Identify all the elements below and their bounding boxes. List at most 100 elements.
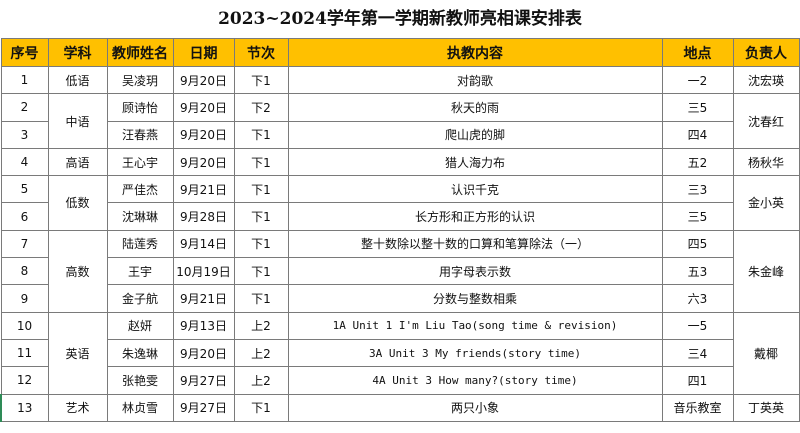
cell-location: 一2 [661,65,734,95]
cell-period: 下1 [233,120,289,149]
cell-date: 9月20日 [172,147,235,177]
cell-content: 爬山虎的脚 [287,120,663,149]
cell-owner: 沈春红 [732,93,800,149]
cell-period: 上2 [233,311,289,340]
cell-content: 猎人海力布 [287,147,663,177]
cell-period: 下1 [233,202,289,231]
cell-location: 三4 [661,338,734,368]
cell-location: 五2 [661,147,734,177]
cell-date: 9月13日 [172,311,235,340]
cell-seq: 10 [0,311,49,340]
cell-teacher: 王心宇 [106,147,174,177]
table-row: 3 汪春燕 9月20日 下1 爬山虎的脚 四4 [0,120,799,149]
cell-teacher: 汪春燕 [106,120,174,149]
cell-subject: 低数 [47,175,108,231]
cell-teacher: 陆莲秀 [106,229,174,259]
cell-date: 9月20日 [172,338,235,368]
cell-location: 三5 [661,202,734,231]
header-period: 节次 [233,38,289,67]
table-row: 11 朱逸琳 9月20日 上2 3A Unit 3 My friends(sto… [0,338,799,368]
cell-teacher: 张艳雯 [106,366,174,395]
cell-seq: 3 [0,120,49,149]
table-row: 2 中语 顾诗怡 9月20日 下2 秋天的雨 三5 沈春红 [0,93,800,149]
cell-seq: 13 [0,393,49,422]
page-title: 2023~2024学年第一学期新教师亮相课安排表 [218,9,582,29]
cell-content: 分数与整数相乘 [287,284,663,313]
cell-content: 整十数除以整十数的口算和笔算除法（一） [287,229,663,259]
cell-location: 五3 [661,257,734,286]
cell-period: 下1 [233,175,289,204]
cell-teacher: 严佳杰 [106,175,174,204]
cell-teacher: 赵妍 [106,311,174,340]
cell-period: 下1 [233,147,289,177]
cell-teacher: 林贞雪 [106,393,174,422]
cell-date: 9月21日 [172,175,235,204]
cell-content: 4A Unit 3 How many?(story time) [287,366,663,395]
cell-owner: 丁英英 [732,393,800,422]
cell-date: 9月14日 [172,229,235,259]
cell-teacher: 吴凌玥 [106,65,174,95]
header-teacher: 教师姓名 [106,38,174,67]
cell-location: 四5 [661,229,734,259]
cell-teacher: 金子航 [106,284,174,313]
table-row: 13 艺术 林贞雪 9月27日 下1 两只小象 音乐教室 丁英英 [0,393,800,422]
cell-date: 9月20日 [172,65,235,95]
cell-location: 四4 [661,120,734,149]
table-row: 8 王宇 10月19日 下1 用字母表示数 五3 [0,257,799,286]
cell-owner: 金小英 [732,175,800,231]
cell-period: 下2 [233,93,289,122]
header-row: 序号 学科 教师姓名 日期 节次 执教内容 地点 负责人 [0,38,800,67]
cell-subject: 高语 [47,147,108,177]
cell-date: 9月28日 [172,202,235,231]
cell-owner: 戴椰 [732,311,800,395]
header-content: 执教内容 [287,38,663,67]
cell-date: 9月27日 [172,366,235,395]
cell-seq: 9 [0,284,49,313]
cell-period: 下1 [233,284,289,313]
table-row: 4 高语 王心宇 9月20日 下1 猎人海力布 五2 杨秋华 [0,147,800,177]
cell-content: 秋天的雨 [287,93,663,122]
cell-owner: 杨秋华 [732,147,800,177]
table-row: 5 低数 严佳杰 9月21日 下1 认识千克 三3 金小英 [0,175,800,231]
cell-date: 9月21日 [172,284,235,313]
cell-location: 六3 [661,284,734,313]
cell-location: 三5 [661,93,734,122]
cell-seq: 6 [0,202,49,231]
cell-seq: 11 [0,338,49,368]
cell-period: 下1 [233,257,289,286]
cell-seq: 7 [0,229,49,259]
cell-content: 3A Unit 3 My friends(story time) [287,338,663,368]
schedule-table: 序号 学科 教师姓名 日期 节次 执教内容 地点 负责人 1 低语 吴凌玥 9月… [0,38,800,422]
cell-teacher: 沈琳琳 [106,202,174,231]
header-subject: 学科 [47,38,108,67]
cell-subject: 中语 [47,93,108,149]
cell-location: 一5 [661,311,734,340]
cell-teacher: 顾诗怡 [106,93,174,122]
header-owner: 负责人 [732,38,800,67]
cell-subject: 英语 [47,311,108,395]
cell-location: 四1 [661,366,734,395]
cell-content: 用字母表示数 [287,257,663,286]
cell-subject: 高数 [47,229,108,313]
cell-teacher: 王宇 [106,257,174,286]
cell-seq: 4 [0,147,49,177]
cell-content: 认识千克 [287,175,663,204]
cell-subject: 艺术 [47,393,108,422]
cell-seq: 5 [0,175,49,204]
cell-seq: 8 [0,257,49,286]
header-seq: 序号 [0,38,49,67]
cell-content: 对韵歌 [287,65,663,95]
cell-date: 10月19日 [172,257,235,286]
cell-content: 两只小象 [287,393,663,422]
table-row: 10 英语 赵妍 9月13日 上2 1A Unit 1 I'm Liu Tao(… [0,311,800,395]
header-date: 日期 [172,38,235,67]
cell-date: 9月27日 [172,393,235,422]
cell-content: 长方形和正方形的认识 [287,202,663,231]
cell-location: 音乐教室 [661,393,734,422]
cell-date: 9月20日 [172,93,235,122]
table-row: 12 张艳雯 9月27日 上2 4A Unit 3 How many?(stor… [0,366,799,395]
header-location: 地点 [661,38,734,67]
cell-period: 上2 [233,338,289,368]
cell-period: 上2 [233,366,289,395]
table-row: 1 低语 吴凌玥 9月20日 下1 对韵歌 一2 沈宏瑛 [0,65,800,95]
